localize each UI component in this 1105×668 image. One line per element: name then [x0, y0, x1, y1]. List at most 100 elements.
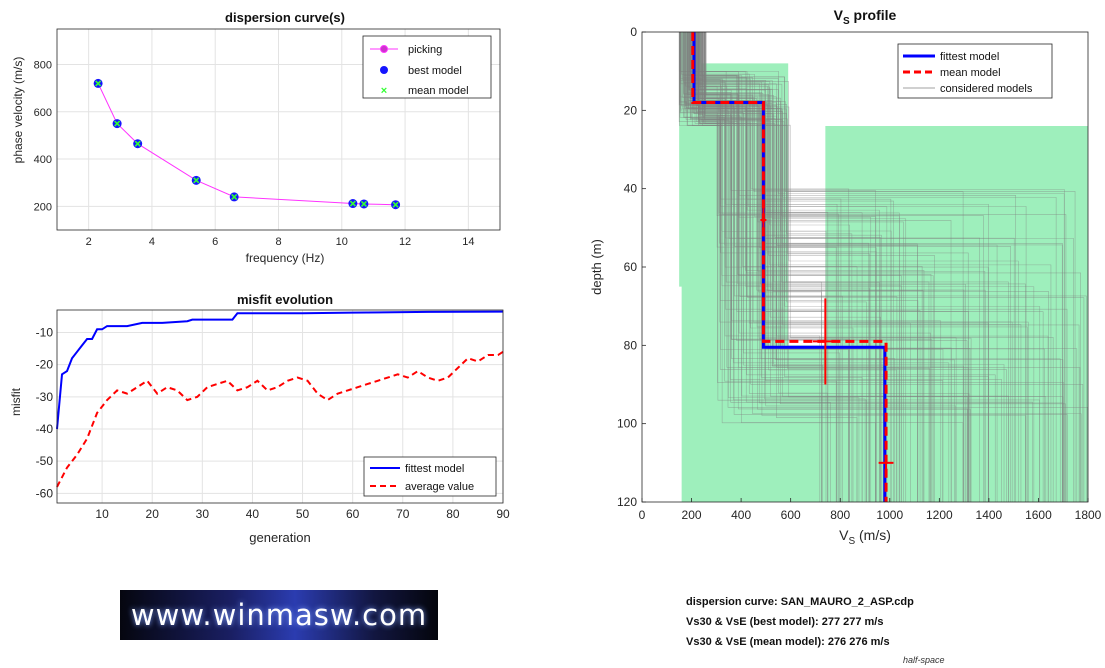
considered-model-line	[688, 32, 1085, 502]
legend-vs-considered-label: considered models	[940, 83, 1033, 95]
considered-model-line	[701, 32, 989, 502]
misfit-marks	[56, 310, 504, 488]
vs-profile-plot-area	[641, 31, 1089, 503]
legend-best-label: best model	[408, 65, 462, 77]
winmasw-logo[interactable]: www.winmasw.com	[120, 590, 438, 640]
misfit-ytick-label: -20	[36, 358, 54, 372]
average-value-line	[56, 350, 504, 488]
considered-model-line	[683, 32, 935, 502]
misfit-chart: misfit evolution 10 20 30 40 50 60 70 80 90 -60 -5…	[9, 292, 510, 545]
dispersion-legend: picking best model × mean model	[362, 35, 492, 99]
considered-model-line	[681, 32, 877, 502]
considered-model-line	[695, 32, 969, 502]
considered-model-line	[679, 32, 1076, 502]
vs-ytick-label: 80	[624, 338, 638, 352]
dispersion-xtick-label: 2	[86, 236, 92, 248]
vs-profile-legend: fittest model mean model considered mode…	[897, 43, 1053, 99]
vs-xtick-label: 800	[830, 508, 850, 522]
vs-profile-ticks: 0 200 400 600 800 1000 1200 1400 1600 1800 0 20 40 60…	[617, 25, 1102, 522]
misfit-ytick-label: -50	[36, 454, 54, 468]
legend-vs-fittest-label: fittest model	[940, 51, 999, 63]
considered-model-line	[689, 32, 921, 502]
considered-model-line	[686, 32, 850, 502]
dispersion-xtick-label: 4	[149, 236, 155, 248]
misfit-xtick-label: 10	[95, 507, 109, 521]
misfit-xtick-label: 30	[196, 507, 210, 521]
considered-model-line	[679, 32, 998, 502]
dispersion-ytick-label: 200	[34, 201, 52, 213]
considered-model-line	[704, 32, 870, 502]
misfit-ytick-label: -40	[36, 422, 54, 436]
dispersion-xtick-label: 12	[399, 236, 411, 248]
vs-xtick-label: 1400	[976, 508, 1003, 522]
dispersion-xlabel: frequency (Hz)	[246, 251, 325, 265]
vs-xtick-label: 1800	[1075, 508, 1102, 522]
considered-model-line	[690, 32, 902, 502]
legend-picking-marker	[380, 45, 388, 53]
misfit-ytick-label: -10	[36, 326, 54, 340]
dispersion-xtick-label: 14	[462, 236, 474, 248]
mean-model-point	[349, 200, 356, 207]
dispersion-ytick-label: 400	[34, 154, 52, 166]
mean-model-point	[231, 193, 238, 200]
considered-model-line	[701, 32, 989, 502]
vs-xtick-label: 0	[639, 508, 646, 522]
summary-panel: dispersion curve: SAN_MAURO_2_ASP.cdp Vs…	[686, 592, 914, 652]
half-space-label: half-space	[903, 655, 945, 665]
legend-average-label: average value	[405, 481, 474, 493]
dispersion-xtick-label: 10	[336, 236, 348, 248]
dispersion-ytick-label: 600	[34, 107, 52, 119]
misfit-xtick-label: 50	[296, 507, 310, 521]
legend-vs-mean-label: mean model	[940, 67, 1001, 79]
considered-model-line	[691, 32, 1005, 502]
mean-model-point	[193, 177, 200, 184]
vs-profile-xlabel: VS (m/s)	[839, 527, 891, 547]
vs-ytick-label: 40	[624, 182, 638, 196]
dispersion-ytick-label: 800	[34, 59, 52, 71]
vs-xtick-label: 400	[731, 508, 751, 522]
fittest-model-line	[56, 310, 504, 430]
misfit-ylabel: misfit	[9, 387, 23, 416]
vs-xtick-label: 1200	[926, 508, 953, 522]
considered-model-line	[698, 32, 1046, 502]
vs-ytick-label: 120	[617, 495, 637, 509]
considered-model-line	[681, 32, 843, 502]
misfit-xlabel: generation	[249, 530, 310, 545]
vs-xtick-label: 200	[682, 508, 702, 522]
misfit-plot-area	[56, 309, 504, 504]
considered-model-line	[699, 32, 1068, 502]
vs-ytick-label: 60	[624, 260, 638, 274]
misfit-xtick-label: 40	[246, 507, 260, 521]
logo-text: www.winmasw.com	[130, 598, 428, 632]
considered-model-line	[704, 32, 1049, 502]
dispersion-chart-title: dispersion curve(s)	[225, 10, 345, 25]
dispersion-plot-area	[56, 28, 501, 231]
considered-model-line	[680, 32, 840, 502]
mean-model-point	[114, 120, 121, 127]
legend-fittest-label: fittest model	[405, 463, 464, 475]
dispersion-ticks: 2 4 6 8 10 12 14 200 400 600 800	[34, 59, 475, 248]
considered-model-line	[687, 32, 876, 502]
misfit-chart-title: misfit evolution	[237, 292, 333, 307]
mean-model-point	[360, 200, 368, 208]
misfit-ytick-label: -60	[36, 486, 54, 500]
considered-model-line	[690, 32, 1065, 502]
legend-picking-label: picking	[408, 44, 442, 56]
dispersion-chart: dispersion curve(s) 2 4 6 8 10 12 14 200 400 600 8…	[11, 10, 501, 265]
mean-model-point	[95, 80, 102, 87]
considered-model-line	[685, 32, 1027, 502]
considered-model-line	[703, 32, 1084, 502]
considered-model-line	[696, 32, 969, 502]
considered-model-line	[689, 32, 1035, 502]
mean-model-point	[134, 140, 141, 147]
considered-model-line	[685, 32, 971, 502]
vs-profile-chart: VS profile 0 200 400 600 800 1000 1200 1400 1600…	[589, 7, 1102, 547]
misfit-ticks: 10 20 30 40 50 60 70 80 90 -60 -50 -40 -30 -20 -10	[36, 326, 510, 521]
vs-profile-title: VS profile	[834, 7, 897, 27]
summary-mean-model: Vs30 & VsE (mean model): 276 276 m/s	[686, 636, 890, 648]
vs-xtick-label: 600	[781, 508, 801, 522]
considered-model-line	[697, 32, 1066, 502]
vs-ytick-label: 0	[630, 25, 637, 39]
misfit-ytick-label: -30	[36, 390, 54, 404]
